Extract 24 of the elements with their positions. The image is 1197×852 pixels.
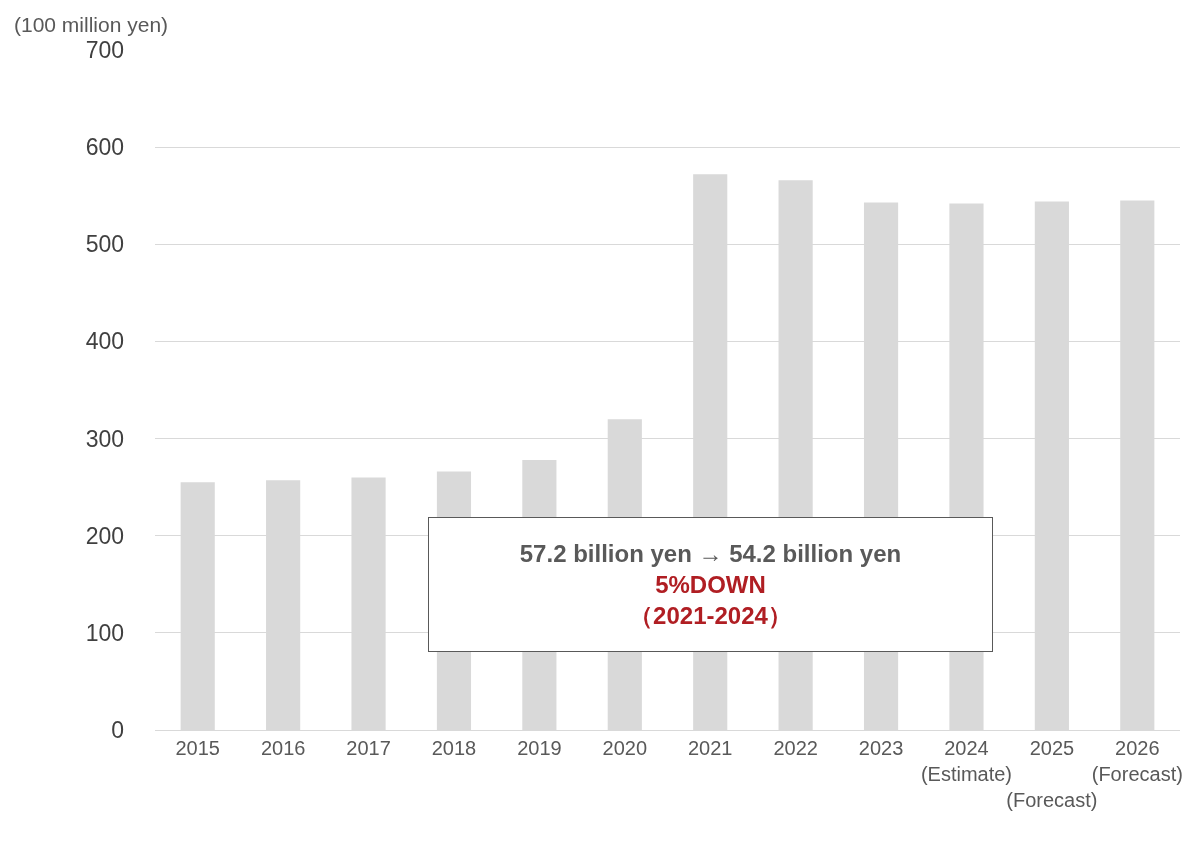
y-tick-label: 400: [85, 328, 124, 355]
y-axis-title: (100 million yen): [14, 13, 169, 36]
x-tick-label: 2017: [346, 737, 391, 759]
y-tick-label: 700: [85, 37, 124, 64]
y-tick-label: 500: [85, 231, 124, 258]
x-tick-label: 2026 (Forecast): [1091, 737, 1183, 785]
y-tick-label: 300: [85, 425, 124, 452]
x-tick-label: 2015: [175, 737, 220, 759]
x-tick-label: 2016: [260, 737, 306, 759]
x-tick-label: 2022: [773, 737, 818, 759]
y-tick-label: 600: [85, 134, 124, 161]
x-tick-label: 2024 (Estimate): [920, 737, 1013, 785]
x-tick-label: 2020: [602, 737, 648, 759]
y-tick-label: 0: [111, 717, 124, 744]
x-tick-label: 2023: [858, 737, 904, 759]
annotation: 5%DOWN: [655, 571, 766, 598]
y-tick-label: 100: [85, 619, 124, 646]
y-tick-label: 200: [85, 522, 124, 549]
x-tick-label: 2018: [431, 737, 477, 759]
annotation: （2021-2024）: [629, 602, 792, 630]
note-box: 57.2 billion yen → 54.2 billion yen 5%DOWN （2021-2024）: [428, 517, 993, 652]
x-tick-label: 2021: [687, 737, 733, 759]
annotation: 57.2 billion yen → 54.2 billion yen: [519, 539, 902, 567]
x-tick-label: 2019: [517, 737, 562, 759]
